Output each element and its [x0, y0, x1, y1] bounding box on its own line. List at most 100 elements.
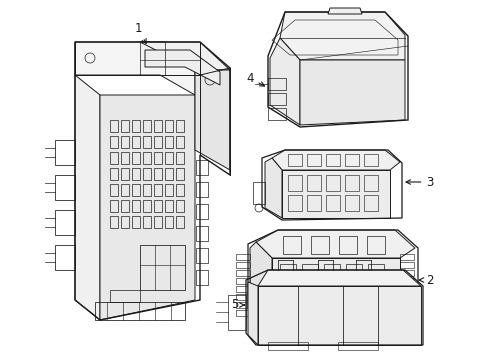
Text: 3: 3: [405, 176, 433, 189]
Bar: [164, 168, 173, 180]
Bar: [110, 184, 118, 196]
Bar: [164, 152, 173, 164]
Bar: [121, 136, 129, 148]
Bar: [95, 302, 184, 320]
Bar: [140, 245, 184, 290]
Bar: [267, 342, 307, 350]
Polygon shape: [249, 242, 271, 320]
Bar: [280, 289, 295, 309]
Bar: [110, 200, 118, 212]
Polygon shape: [271, 258, 399, 320]
Bar: [306, 195, 320, 211]
Polygon shape: [75, 75, 100, 320]
Bar: [236, 278, 249, 284]
Polygon shape: [145, 50, 220, 85]
Bar: [267, 78, 285, 90]
Bar: [367, 289, 383, 309]
Bar: [55, 175, 75, 200]
Polygon shape: [299, 60, 404, 125]
Polygon shape: [327, 8, 361, 14]
Bar: [302, 264, 317, 284]
Bar: [164, 200, 173, 212]
Bar: [338, 236, 356, 254]
Bar: [132, 136, 140, 148]
Bar: [399, 254, 413, 260]
Bar: [306, 154, 320, 166]
Bar: [363, 175, 377, 191]
Bar: [154, 216, 162, 228]
Bar: [236, 310, 249, 316]
Polygon shape: [100, 95, 195, 320]
Bar: [154, 168, 162, 180]
Bar: [346, 289, 361, 309]
Bar: [142, 200, 151, 212]
Bar: [110, 120, 118, 132]
Bar: [252, 182, 264, 204]
Bar: [154, 200, 162, 212]
Text: 2: 2: [418, 274, 433, 287]
Bar: [142, 120, 151, 132]
Bar: [227, 295, 245, 330]
Bar: [287, 154, 302, 166]
Bar: [154, 136, 162, 148]
Polygon shape: [256, 230, 414, 258]
Polygon shape: [271, 150, 399, 170]
Bar: [267, 93, 285, 105]
Bar: [399, 270, 413, 276]
Bar: [176, 184, 183, 196]
Bar: [325, 195, 339, 211]
Bar: [287, 195, 302, 211]
Bar: [164, 184, 173, 196]
Text: 5: 5: [231, 298, 244, 311]
Bar: [142, 136, 151, 148]
Bar: [367, 264, 383, 284]
Bar: [283, 236, 301, 254]
Bar: [142, 168, 151, 180]
Bar: [176, 120, 183, 132]
Bar: [154, 120, 162, 132]
Bar: [132, 120, 140, 132]
Bar: [132, 168, 140, 180]
Bar: [164, 216, 173, 228]
Bar: [176, 200, 183, 212]
Bar: [196, 248, 207, 263]
Bar: [310, 236, 328, 254]
Bar: [236, 262, 249, 268]
Bar: [142, 216, 151, 228]
Bar: [142, 152, 151, 164]
Bar: [399, 294, 413, 300]
Bar: [236, 294, 249, 300]
Bar: [154, 152, 162, 164]
Bar: [325, 175, 339, 191]
Bar: [55, 245, 75, 270]
Bar: [366, 236, 384, 254]
Bar: [176, 168, 183, 180]
Bar: [121, 184, 129, 196]
Bar: [280, 264, 295, 284]
Polygon shape: [264, 158, 282, 218]
Bar: [55, 210, 75, 235]
Bar: [164, 120, 173, 132]
Bar: [324, 264, 339, 284]
Bar: [132, 184, 140, 196]
Bar: [110, 136, 118, 148]
Bar: [121, 152, 129, 164]
Bar: [121, 200, 129, 212]
Bar: [399, 286, 413, 292]
Bar: [110, 168, 118, 180]
Bar: [287, 175, 302, 191]
Polygon shape: [282, 170, 389, 218]
Bar: [132, 152, 140, 164]
Polygon shape: [258, 286, 420, 345]
Bar: [337, 342, 377, 350]
Polygon shape: [269, 38, 299, 125]
Bar: [142, 184, 151, 196]
Bar: [325, 154, 339, 166]
Bar: [176, 216, 183, 228]
Bar: [345, 195, 358, 211]
Bar: [176, 152, 183, 164]
Bar: [236, 286, 249, 292]
Bar: [132, 216, 140, 228]
Bar: [236, 302, 249, 308]
Bar: [196, 182, 207, 197]
